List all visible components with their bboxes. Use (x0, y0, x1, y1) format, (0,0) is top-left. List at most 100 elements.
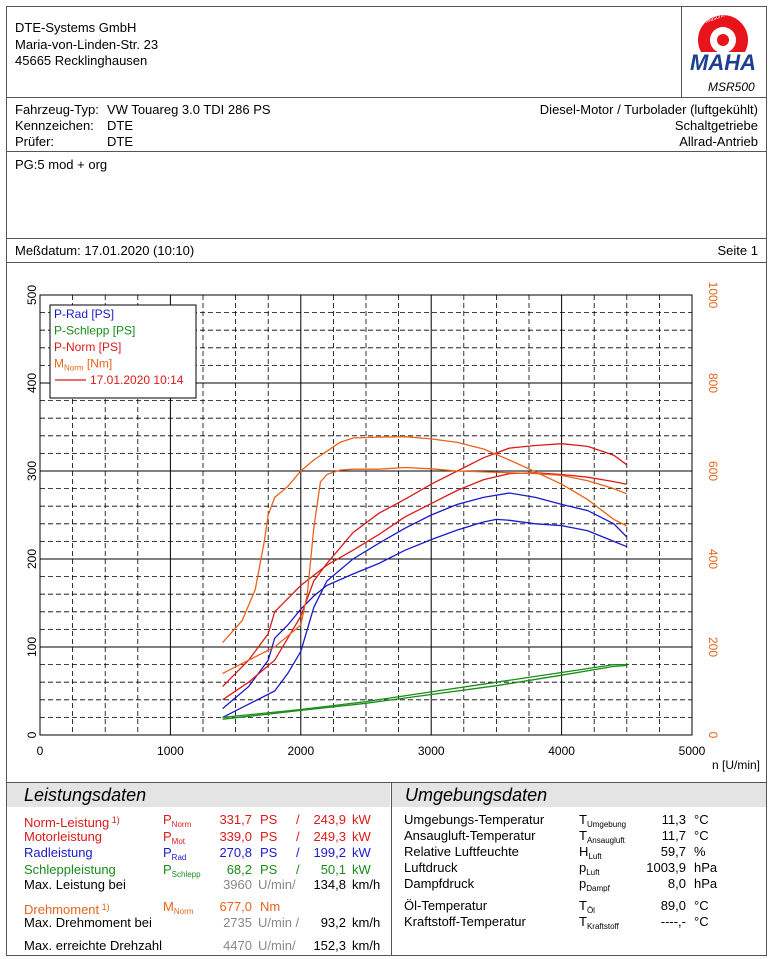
env-unit: °C (694, 828, 709, 843)
perf-label: Motorleistung (24, 828, 103, 844)
tester-label: Prüfer: (15, 134, 55, 149)
maha-logo: Maschinenbau Haldenwang MAHA (682, 0, 773, 96)
y-left-tick-label: 300 (25, 461, 39, 481)
max-torque-label: Max. Drehmoment bei (24, 915, 152, 930)
x-tick-label: 1000 (157, 744, 184, 758)
logo-brand: MAHA (690, 50, 756, 75)
report-sheet (6, 6, 767, 956)
x-tick-label: 2000 (287, 744, 314, 758)
chart-ticks: 0 1000 2000 3000 4000 50000100200300400500020… (25, 282, 720, 758)
perf-unit-kw: kW (352, 845, 371, 860)
perf-value-kw: 50,1 (320, 861, 346, 877)
table-divider (391, 782, 392, 956)
max-power-rpm-unit: U/min/ (258, 877, 296, 892)
max-rpm-rpm: 4470 (223, 938, 252, 953)
max-power-speed-unit: km/h (352, 877, 381, 892)
max-rpm-label: Max. erreichte Drehzahl (24, 938, 162, 953)
perf-unit-ps: PS (260, 812, 278, 827)
page-number: Seite 1 (717, 243, 758, 258)
perf-symbol: PNorm (163, 812, 192, 829)
divider (6, 151, 767, 152)
perf-sep: / (296, 812, 300, 827)
series-line-3 (222, 663, 627, 719)
environment-header (392, 783, 766, 807)
torque-unit: Nm (260, 899, 281, 914)
perf-symbol: PMot (163, 828, 186, 846)
y-left-tick-label: 200 (25, 549, 39, 569)
env-value: 89,0 (660, 898, 686, 913)
env-unit: °C (694, 914, 709, 929)
gearbox-type: Schaltgetriebe (674, 118, 758, 133)
y-right-tick-label: 1000 (706, 282, 720, 309)
series-line-7 (222, 436, 628, 644)
company-street: Maria-von-Linden-Str. 23 (15, 37, 159, 52)
legend-entry: P-Norm [PS] (54, 340, 121, 354)
perf-unit-kw: kW (352, 812, 371, 827)
perf-value-kw: 249,3 (313, 828, 346, 844)
perf-symbol: PSchlepp (163, 861, 201, 879)
vehicle-type-label: Fahrzeug-Typ: (15, 102, 99, 117)
perf-unit-ps: PS (260, 861, 278, 877)
company-name: DTE-Systems GmbH (15, 20, 137, 35)
perf-label: Radleistung (24, 845, 93, 860)
torque-value: 677,0 (219, 899, 252, 914)
env-unit: °C (694, 898, 709, 913)
divider (6, 782, 767, 783)
env-label: Kraftstoff-Temperatur (404, 914, 526, 929)
env-value: 8,0 (667, 876, 686, 891)
env-symbol: TUmgebung (579, 812, 627, 829)
env-label: Luftdruck (404, 860, 458, 875)
env-value: 59,7 (660, 844, 686, 859)
perf-value-ps: 339,0 (219, 828, 252, 844)
max-power-speed: 134,8 (313, 877, 346, 892)
power-torque-chart: 0 1000 2000 3000 4000 50000100200300400500020… (25, 282, 760, 772)
env-value: 11,7 (661, 828, 686, 843)
plate-value: DTE (107, 118, 133, 133)
series-line-0 (222, 492, 628, 718)
env-unit: °C (694, 812, 709, 827)
legend-entry: P-Rad [PS] (54, 307, 114, 321)
y-left-tick-label: 400 (25, 373, 39, 393)
env-label: Dampfdruck (404, 876, 475, 891)
max-rpm-speed: 152,3 (313, 938, 346, 953)
chart-curves (222, 436, 628, 720)
perf-value-ps: 331,7 (219, 812, 252, 827)
y-right-tick-label: 400 (706, 549, 720, 569)
logo-divider (681, 6, 682, 97)
perf-sep: / (296, 845, 300, 860)
max-torque-rpm-unit: U/min / (258, 915, 300, 930)
divider (6, 97, 767, 98)
x-axis-label: n [U/min] (712, 758, 760, 772)
perf-unit-kw: kW (352, 861, 371, 877)
y-left-tick-label: 0 (25, 731, 39, 738)
perf-value-ps: 270,8 (219, 845, 252, 860)
drive-type: Allrad-Antrieb (679, 134, 758, 149)
env-symbol: pLuft (579, 860, 600, 877)
perf-sep: / (296, 828, 300, 844)
max-rpm-rpm-unit: U/min/ (258, 938, 296, 953)
performance-header (7, 783, 390, 807)
note-text: PG:5 mod + org (15, 157, 108, 172)
performance-title: Leistungsdaten (24, 785, 147, 805)
series-line-5 (222, 472, 627, 688)
torque-label: Drehmoment 1) (24, 902, 110, 917)
y-right-tick-label: 600 (706, 461, 720, 481)
series-line-4 (222, 443, 628, 701)
env-unit: hPa (694, 860, 718, 875)
perf-label: Norm-Leistung 1) (24, 815, 120, 830)
engine-type: Diesel-Motor / Turbolader (luftgekühlt) (539, 102, 758, 117)
y-right-tick-label: 200 (706, 637, 720, 657)
env-value: ----,- (660, 914, 686, 929)
legend-entry: MNorm [Nm] (54, 357, 112, 373)
chart-legend: P-Rad [PS] P-Schlepp [PS] P-Norm [PS] MNorm… (49, 304, 197, 399)
legend-entry: P-Schlepp [PS] (54, 324, 135, 338)
max-power-label: Max. Leistung bei (24, 877, 126, 892)
env-value: 1003,9 (646, 860, 686, 875)
y-left-tick-label: 500 (25, 285, 39, 305)
perf-unit-ps: PS (260, 828, 278, 844)
tester-value: DTE (107, 134, 133, 149)
divider (6, 238, 767, 239)
x-tick-label: 3000 (418, 744, 445, 758)
max-rpm-speed-unit: km/h (352, 938, 381, 953)
perf-value-kw: 199,2 (313, 845, 346, 860)
